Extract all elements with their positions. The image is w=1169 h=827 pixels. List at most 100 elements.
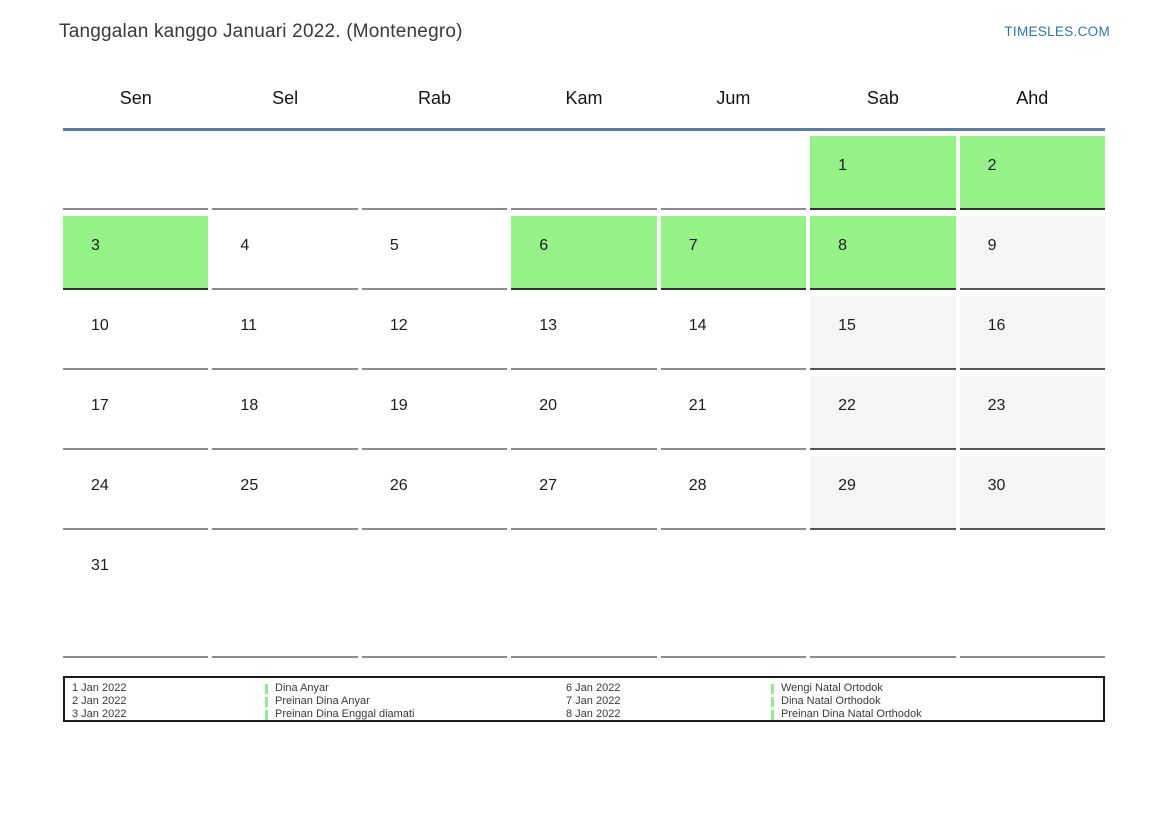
day-cell-8: 8 [810, 216, 956, 290]
legend-item: Wengi Natal Ortodok [771, 682, 1103, 695]
day-cell-4: 4 [212, 216, 358, 290]
day-cell-15: 15 [810, 296, 956, 370]
legend-item: Preinan Dina Natal Orthodok [771, 708, 1103, 721]
day-cell-28: 28 [660, 456, 807, 530]
day-cell-10: 10 [63, 296, 209, 370]
legend-dates-column-2: 6 Jan 2022 7 Jan 2022 8 Jan 2022 [566, 682, 771, 721]
holiday-legend: 1 Jan 2022 2 Jan 2022 3 Jan 2022 Dina An… [63, 676, 1105, 722]
day-number: 30 [987, 477, 1006, 494]
day-cell-29: 29 [810, 456, 956, 530]
day-cell-24: 24 [63, 456, 209, 530]
day-cell-empty [810, 536, 956, 658]
legend-item: Preinan Dina Anyar [265, 695, 566, 708]
legend-item: Preinan Dina Enggal diamati [265, 708, 566, 721]
day-number: 19 [389, 397, 408, 414]
page-title: Tanggalan kanggo Januari 2022. (Monteneg… [59, 21, 463, 42]
day-number: 16 [987, 317, 1006, 334]
weekday-header-sen: Sen [119, 88, 152, 108]
weekday-header-row: Sen Sel Rab Kam Jum Sab Ahd [63, 88, 1105, 131]
day-cell-31: 31 [63, 536, 209, 658]
holiday-marker-icon [771, 696, 774, 707]
legend-holiday-name: Preinan Dina Natal Orthodok [781, 708, 922, 720]
day-cell-23: 23 [959, 376, 1105, 450]
day-number: 25 [240, 477, 259, 494]
legend-holiday-name: Dina Natal Orthodok [781, 695, 881, 707]
legend-date: 2 Jan 2022 [72, 695, 127, 707]
day-cell-empty [361, 536, 508, 658]
day-cell-6: 6 [511, 216, 657, 290]
site-link[interactable]: TIMESLES.COM [1004, 24, 1110, 39]
topbar: Tanggalan kanggo Januari 2022. (Monteneg… [0, 0, 1169, 47]
legend-date: 3 Jan 2022 [72, 708, 127, 720]
weekday-header-sab: Sab [866, 88, 899, 108]
legend-holiday-name: Preinan Dina Enggal diamati [275, 708, 415, 720]
day-number: 28 [688, 477, 707, 494]
holiday-marker-icon [771, 683, 774, 694]
day-number: 8 [838, 237, 848, 254]
legend-date: 8 Jan 2022 [566, 708, 621, 720]
legend-names-column-2: Wengi Natal Ortodok Dina Natal Orthodok … [771, 682, 1103, 721]
holiday-marker-icon [265, 696, 268, 707]
day-cell-25: 25 [212, 456, 358, 530]
day-cell-16: 16 [959, 296, 1105, 370]
day-cell-21: 21 [660, 376, 807, 450]
day-number: 18 [240, 397, 259, 414]
legend-item: Dina Natal Orthodok [771, 695, 1103, 708]
legend-date: 7 Jan 2022 [566, 695, 621, 707]
day-cell-empty [959, 536, 1105, 658]
day-number: 15 [838, 317, 856, 334]
weekday-header-ahd: Ahd [1016, 88, 1049, 108]
legend-item: Dina Anyar [265, 682, 566, 695]
day-cell-empty [660, 536, 807, 658]
legend-holiday-name: Wengi Natal Ortodok [781, 682, 883, 694]
day-number: 7 [688, 237, 698, 254]
day-cell-27: 27 [511, 456, 657, 530]
day-number: 17 [91, 397, 109, 414]
day-cell-2: 2 [959, 136, 1105, 210]
day-number: 22 [838, 397, 856, 414]
legend-holiday-name: Preinan Dina Anyar [275, 695, 370, 707]
calendar: Sen Sel Rab Kam Jum Sab Ahd 1 2 3 4 5 6 7 8 9 10 1… [63, 88, 1105, 658]
holiday-marker-icon [771, 709, 774, 720]
day-number: 4 [240, 237, 250, 254]
day-cell-9: 9 [959, 216, 1105, 290]
day-cell-empty [212, 136, 358, 210]
day-cell-13: 13 [511, 296, 657, 370]
legend-names-column-1: Dina Anyar Preinan Dina Anyar Preinan Di… [265, 682, 566, 721]
day-cell-empty [63, 136, 209, 210]
holiday-marker-icon [265, 709, 268, 720]
day-number: 1 [838, 157, 848, 174]
legend-date: 1 Jan 2022 [72, 682, 127, 694]
day-cell-empty [361, 136, 508, 210]
day-cell-18: 18 [212, 376, 358, 450]
day-cell-12: 12 [361, 296, 508, 370]
day-cell-empty [511, 136, 657, 210]
day-number: 10 [91, 317, 109, 334]
day-cell-30: 30 [959, 456, 1105, 530]
day-number: 6 [539, 237, 549, 254]
day-number: 26 [389, 477, 408, 494]
day-cell-7: 7 [660, 216, 807, 290]
day-number: 29 [838, 477, 856, 494]
day-number: 9 [987, 237, 997, 254]
day-cell-3: 3 [63, 216, 209, 290]
day-cell-11: 11 [212, 296, 358, 370]
weekday-header-jum: Jum [716, 88, 751, 108]
day-cell-26: 26 [361, 456, 508, 530]
calendar-grid: 1 2 3 4 5 6 7 8 9 10 11 12 13 14 15 16 17 18 19 20 21 22 23 24 2… [63, 136, 1105, 658]
day-number: 31 [91, 557, 109, 574]
day-number: 14 [688, 317, 707, 334]
day-cell-17: 17 [63, 376, 209, 450]
legend-date: 6 Jan 2022 [566, 682, 621, 694]
day-number: 13 [539, 317, 558, 334]
weekday-header-sel: Sel [272, 88, 299, 108]
day-cell-empty [511, 536, 657, 658]
day-number: 3 [91, 237, 100, 254]
day-number: 2 [987, 157, 997, 174]
day-number: 27 [539, 477, 558, 494]
day-cell-22: 22 [810, 376, 956, 450]
day-number: 23 [987, 397, 1006, 414]
day-cell-19: 19 [361, 376, 508, 450]
legend-holiday-name: Dina Anyar [275, 682, 329, 694]
day-cell-1: 1 [810, 136, 956, 210]
